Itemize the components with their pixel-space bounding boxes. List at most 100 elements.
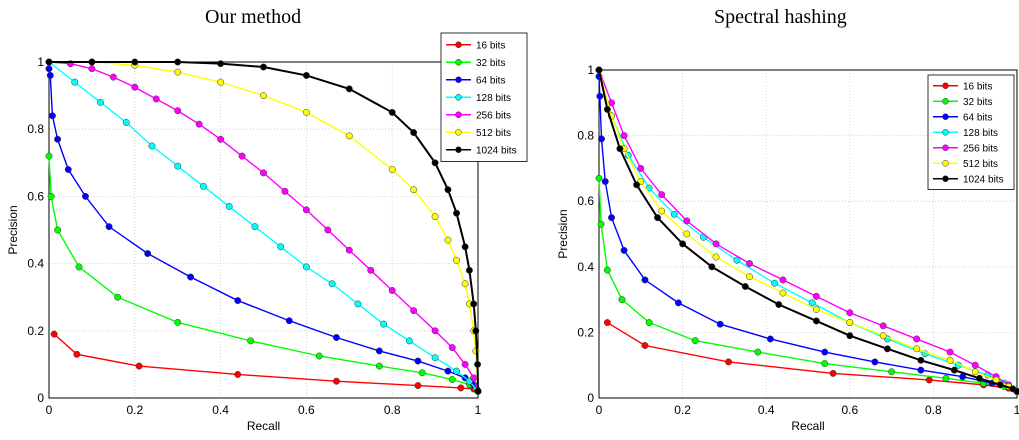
- x-axis-label: Recall: [247, 419, 280, 433]
- data-point: [50, 330, 58, 338]
- legend-label: 1024 bits: [963, 174, 1004, 185]
- data-point: [54, 135, 62, 143]
- data-point: [431, 213, 439, 221]
- x-tick-label: 0.8: [384, 403, 401, 417]
- data-point: [251, 223, 259, 231]
- data-point: [733, 256, 741, 264]
- y-tick-label: 0.2: [577, 325, 594, 339]
- data-point: [144, 250, 152, 257]
- data-point: [754, 348, 762, 356]
- data-point: [260, 92, 267, 100]
- data-point: [942, 374, 950, 382]
- data-point: [54, 226, 62, 234]
- data-point: [174, 162, 182, 170]
- data-point: [302, 71, 310, 79]
- data-point: [148, 142, 156, 150]
- legend-label: 16 bits: [476, 40, 505, 51]
- data-point: [598, 135, 605, 143]
- data-point: [199, 182, 207, 190]
- data-point: [616, 145, 624, 153]
- y-tick-label: 0: [37, 391, 44, 405]
- y-tick-label: 0.8: [27, 122, 44, 136]
- data-point: [64, 166, 72, 173]
- legend-label: 128 bits: [476, 93, 511, 104]
- data-point: [260, 63, 267, 71]
- data-point: [812, 305, 820, 313]
- legend-label: 64 bits: [476, 75, 505, 86]
- y-tick-label: 0: [587, 391, 594, 405]
- data-point: [821, 348, 829, 356]
- data-point: [746, 260, 753, 267]
- data-point: [97, 98, 104, 106]
- data-point: [75, 263, 83, 271]
- data-point: [879, 332, 887, 340]
- series-1024-bits: [595, 66, 1019, 395]
- data-point: [741, 283, 749, 290]
- y-tick-label: 1: [587, 63, 594, 77]
- data-point: [174, 318, 182, 326]
- data-point: [225, 203, 233, 210]
- data-point: [302, 108, 310, 116]
- data-point: [45, 65, 53, 73]
- data-point: [658, 207, 666, 215]
- x-tick-label: 0.4: [212, 403, 229, 417]
- x-tick-label: 0.8: [925, 403, 942, 417]
- data-point: [302, 263, 310, 271]
- x-tick-label: 1: [1014, 403, 1019, 417]
- data-point: [45, 58, 53, 66]
- data-point: [771, 279, 779, 287]
- data-point: [217, 78, 225, 86]
- legend: 16 bits 32 bits 64 bits 128 bits 256 bits 512…: [927, 74, 1015, 190]
- data-point: [1013, 387, 1019, 395]
- data-point: [174, 107, 182, 115]
- y-axis-label: Precision: [556, 209, 570, 258]
- series-1024-bits: [45, 58, 482, 395]
- y-tick-label: 0.6: [577, 194, 594, 208]
- series-256-bits: [595, 66, 1019, 395]
- axes-box: [48, 61, 479, 399]
- data-point: [917, 356, 925, 364]
- x-tick-label: 0.2: [126, 403, 143, 417]
- data-point: [448, 344, 456, 352]
- legend-label: 16 bits: [963, 81, 992, 92]
- legend-swatch-marker: [455, 94, 462, 101]
- data-point: [779, 276, 787, 284]
- data-point: [431, 354, 439, 362]
- data-point: [821, 360, 829, 368]
- data-point: [829, 369, 837, 377]
- data-point: [345, 132, 353, 140]
- series-line: [598, 69, 1018, 393]
- data-point: [601, 178, 609, 185]
- legend-swatch-marker: [942, 98, 949, 105]
- data-point: [883, 345, 891, 353]
- x-tick-label: 1: [475, 403, 482, 417]
- data-point: [187, 273, 195, 281]
- data-point: [641, 342, 649, 349]
- data-point: [683, 230, 691, 238]
- data-point: [595, 66, 603, 74]
- y-tick-label: 0.8: [577, 129, 594, 143]
- legend-label: 32 bits: [963, 97, 992, 108]
- data-point: [238, 152, 246, 160]
- legend-label: 32 bits: [476, 58, 505, 69]
- data-point: [683, 217, 691, 225]
- data-point: [812, 292, 820, 300]
- data-point: [135, 362, 143, 370]
- data-point: [766, 335, 774, 343]
- data-point: [971, 368, 979, 376]
- series-line: [49, 61, 479, 392]
- data-point: [879, 322, 887, 330]
- data-point: [453, 256, 460, 264]
- data-point: [608, 214, 615, 222]
- data-point: [82, 192, 89, 200]
- data-point: [444, 186, 452, 194]
- data-point: [725, 358, 733, 366]
- data-point: [474, 360, 482, 368]
- data-point: [234, 371, 242, 378]
- data-point: [328, 280, 336, 288]
- data-point: [453, 209, 460, 217]
- data-point: [913, 335, 921, 343]
- data-point: [73, 350, 81, 358]
- data-point: [114, 293, 122, 301]
- data-point: [846, 332, 854, 340]
